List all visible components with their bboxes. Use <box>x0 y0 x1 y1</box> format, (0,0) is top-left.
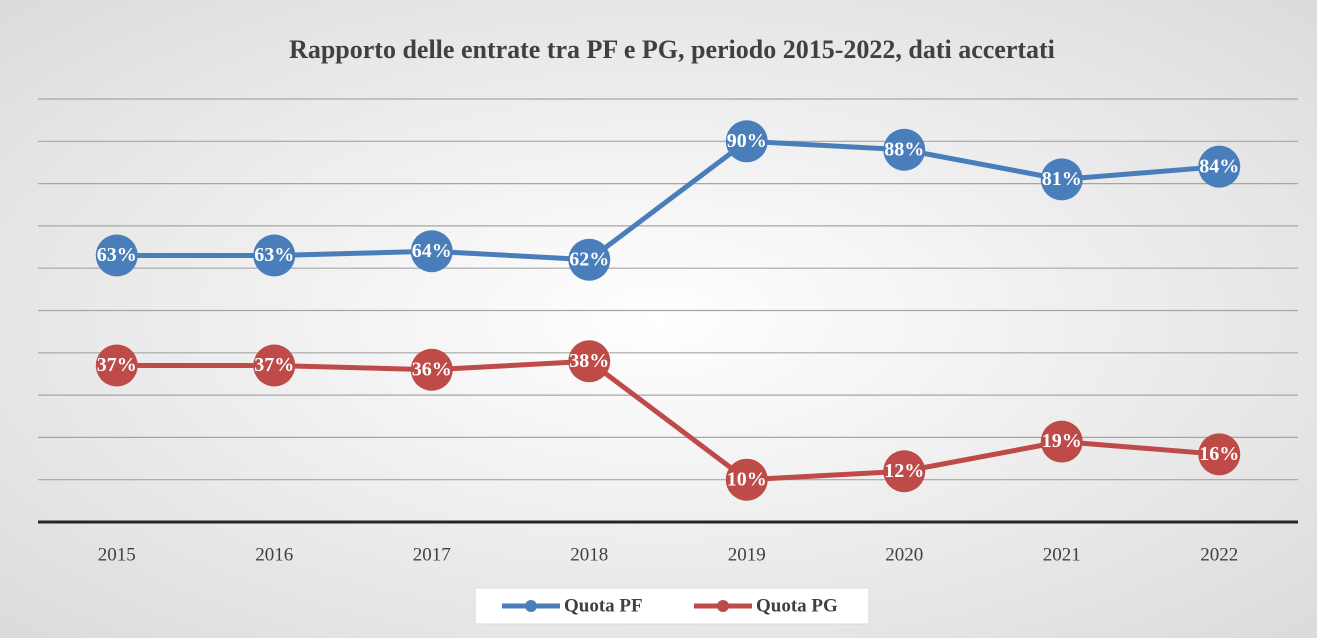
data-label: 38% <box>569 350 609 372</box>
data-point <box>95 344 138 387</box>
data-label: 63% <box>97 244 137 266</box>
legend-label: Quota PF <box>564 595 643 616</box>
data-label: 36% <box>412 358 452 380</box>
data-point <box>883 128 926 171</box>
x-tick-label: 2022 <box>1200 544 1238 565</box>
data-label: 81% <box>1042 168 1082 190</box>
data-label: 88% <box>884 138 924 160</box>
data-label: 19% <box>1042 430 1082 452</box>
x-tick-label: 2017 <box>413 544 451 565</box>
series-line <box>116 138 1220 263</box>
legend-marker <box>525 600 537 612</box>
series-line <box>116 358 1220 483</box>
data-label: 63% <box>254 244 294 266</box>
x-tick-label: 2019 <box>728 544 766 565</box>
data-point <box>253 344 296 387</box>
x-tick-label: 2021 <box>1043 544 1081 565</box>
x-tick-label: 2020 <box>885 544 923 565</box>
data-point <box>1198 433 1241 476</box>
chart-title: Rapporto delle entrate tra PF e PG, peri… <box>289 35 1055 64</box>
x-tick-label: 2016 <box>255 544 293 565</box>
data-point <box>725 458 768 501</box>
data-point <box>253 234 296 277</box>
data-point <box>1040 420 1083 463</box>
data-point <box>1040 158 1083 201</box>
data-point <box>883 450 926 493</box>
data-point <box>95 234 138 277</box>
data-label: 37% <box>97 354 137 376</box>
data-point <box>410 230 453 273</box>
data-point <box>410 348 453 391</box>
data-label: 84% <box>1199 155 1239 177</box>
data-point <box>568 238 611 281</box>
data-label: 37% <box>254 354 294 376</box>
data-label: 10% <box>727 468 767 490</box>
data-label: 16% <box>1199 443 1239 465</box>
legend-marker <box>717 600 729 612</box>
data-point <box>1198 145 1241 188</box>
x-tick-label: 2015 <box>98 544 136 565</box>
data-label: 90% <box>727 130 767 152</box>
data-label: 12% <box>884 460 924 482</box>
data-label: 62% <box>569 248 609 270</box>
data-point <box>568 340 611 383</box>
x-tick-label: 2018 <box>570 544 608 565</box>
legend-label: Quota PG <box>756 595 838 616</box>
data-point <box>725 120 768 163</box>
data-label: 64% <box>412 240 452 262</box>
